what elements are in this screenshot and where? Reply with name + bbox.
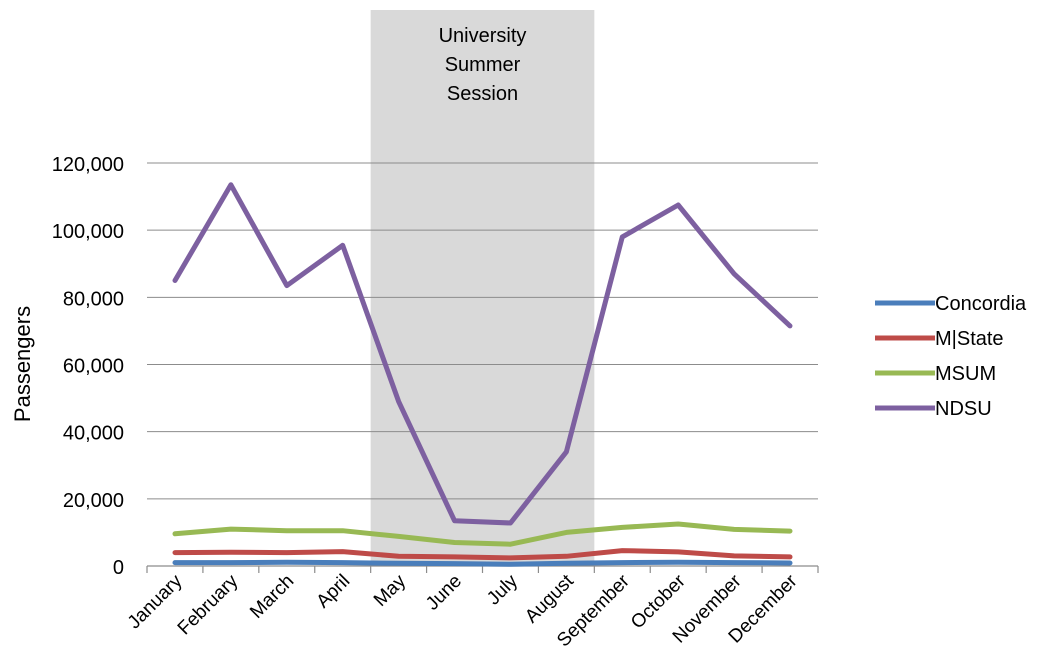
legend-label: MSUM	[935, 363, 996, 385]
gridlines	[147, 162, 818, 500]
axes	[146, 565, 819, 573]
series-lines	[172, 182, 793, 567]
y-tick-label: 0	[113, 557, 124, 579]
y-tick-labels: 0 20,000 40,000 60,000 80,000 100,000 120,000	[52, 154, 124, 579]
legend-label: NDSU	[935, 398, 992, 420]
summer-session-band	[370, 10, 595, 566]
x-tick-label: July	[483, 570, 522, 609]
legend-label: Concordia	[935, 293, 1027, 315]
y-tick-label: 80,000	[63, 288, 124, 310]
series-line	[172, 521, 793, 547]
y-tick-label: 100,000	[52, 221, 124, 243]
y-axis-title: Passengers	[10, 306, 35, 422]
annotation-line: Summer	[445, 54, 521, 76]
legend-label: M|State	[935, 328, 1004, 350]
series-line	[172, 559, 793, 567]
x-tick-label: June	[422, 571, 466, 615]
y-tick-label: 120,000	[52, 154, 124, 176]
annotation-line: University	[439, 25, 527, 47]
y-tick-label: 60,000	[63, 356, 124, 378]
series-line	[172, 548, 793, 561]
x-tick-label: March	[246, 571, 298, 623]
annotation-line: Session	[447, 83, 518, 105]
x-tick-label: May	[370, 570, 411, 611]
y-tick-label: 20,000	[63, 490, 124, 512]
x-tick-label: April	[313, 571, 355, 613]
y-tick-label: 40,000	[63, 423, 124, 445]
legend: Concordia M|State MSUM NDSU	[875, 293, 1027, 420]
series-line	[172, 182, 793, 526]
x-tick-label: February	[174, 570, 243, 639]
